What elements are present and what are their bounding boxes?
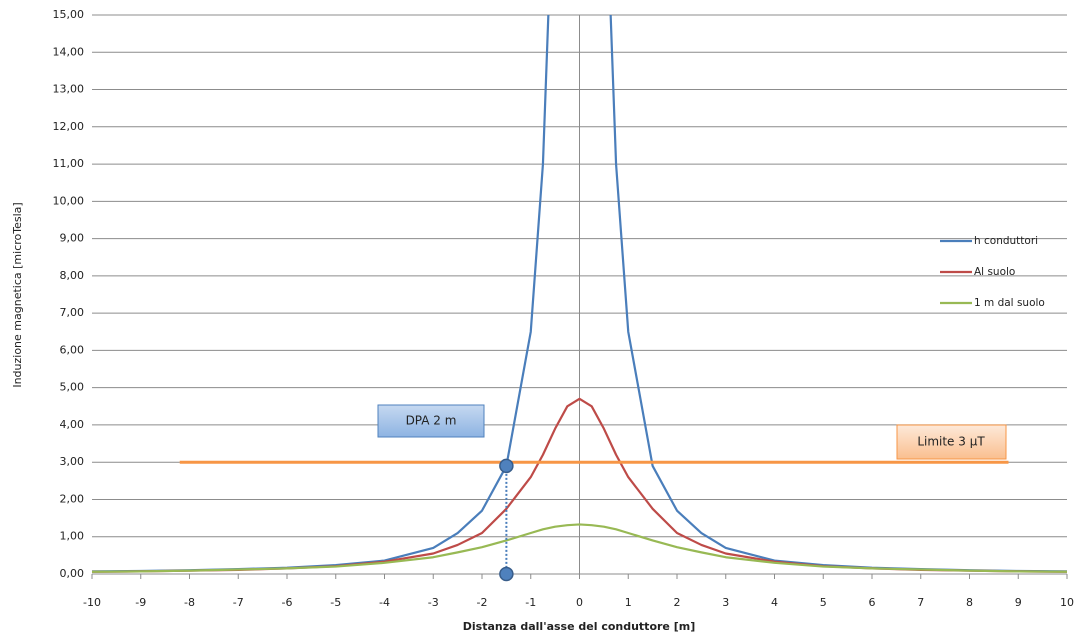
y-tick-label: 1,00 (60, 530, 85, 543)
y-axis-title: Induzione magnetica [microTesla] (11, 202, 24, 387)
x-tick-label: 10 (1060, 596, 1074, 609)
x-tick-label: -1 (525, 596, 536, 609)
y-tick-label: 3,00 (60, 455, 85, 468)
series-line (92, 523, 1067, 573)
y-tick-label: 8,00 (60, 269, 85, 282)
legend-label: Al suolo (974, 266, 1015, 278)
x-tick-label: -6 (282, 596, 293, 609)
legend-label: 1 m dal suolo (974, 297, 1045, 309)
y-tick-label: 13,00 (53, 83, 85, 96)
x-tick-label: 7 (917, 596, 924, 609)
annotations: h conduttori Al suolo 1 m dal suolo Limite … (179, 235, 1045, 582)
y-tick-label: 15,00 (53, 8, 85, 21)
y-tick-label: 5,00 (60, 381, 85, 394)
dpa-marker (499, 458, 514, 474)
plot-area (92, 15, 1067, 573)
y-tick-label: 11,00 (53, 157, 85, 170)
x-tick-label: 0 (576, 596, 583, 609)
x-tick-label: 6 (869, 596, 876, 609)
dpa-label: DPA 2 m (406, 414, 457, 428)
x-tick-label: -10 (83, 596, 101, 609)
x-axis-title: Distanza dall'asse del conduttore [m] (463, 620, 695, 633)
x-tick-label: 4 (771, 596, 778, 609)
limit-label: Limite 3 µT (917, 435, 985, 449)
series-line (92, 15, 1067, 573)
y-tick-label: 4,00 (60, 418, 85, 431)
x-tick-label: 1 (625, 596, 632, 609)
x-tick-label: 3 (722, 596, 729, 609)
y-tick-label: 7,00 (60, 306, 85, 319)
y-tick-label: 12,00 (53, 120, 85, 133)
y-tick-label: 10,00 (53, 194, 85, 207)
y-tick-label: 14,00 (53, 45, 85, 58)
y-tick-label: 0,00 (60, 567, 85, 580)
x-tick-label: 9 (1015, 596, 1022, 609)
dpa-box (377, 404, 485, 438)
limit-box (896, 424, 1007, 460)
x-tick-label: -8 (184, 596, 195, 609)
x-tick-label: -5 (330, 596, 341, 609)
x-tick-label: -4 (379, 596, 390, 609)
x-tick-label: -2 (477, 596, 488, 609)
grid: 0,00 1,00 2,00 3,00 4,00 5,00 6,00 7,00 8,00 9,00… (53, 8, 1075, 609)
x-tick-label: 5 (820, 596, 827, 609)
x-tick-label: -9 (135, 596, 146, 609)
y-tick-label: 6,00 (60, 343, 85, 356)
y-tick-label: 2,00 (60, 492, 85, 505)
x-tick-label: -7 (233, 596, 244, 609)
x-tick-label: 8 (966, 596, 973, 609)
x-tick-label: -3 (428, 596, 439, 609)
dpa-marker (499, 566, 514, 582)
x-tick-label: 2 (674, 596, 681, 609)
legend-label: h conduttori (974, 235, 1038, 247)
y-tick-label: 9,00 (60, 232, 85, 245)
